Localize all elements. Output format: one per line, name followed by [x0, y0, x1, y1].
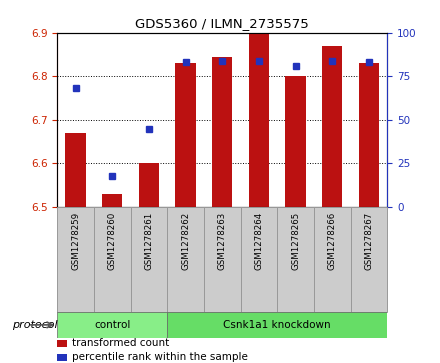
- Text: percentile rank within the sample: percentile rank within the sample: [72, 352, 248, 362]
- Bar: [57, 207, 94, 312]
- Bar: [102, 194, 122, 207]
- Bar: [212, 57, 232, 207]
- Text: GSM1278267: GSM1278267: [364, 212, 374, 270]
- Bar: [167, 312, 387, 338]
- Text: GSM1278259: GSM1278259: [71, 212, 80, 270]
- Bar: [57, 312, 167, 338]
- Bar: [139, 163, 159, 207]
- Bar: [94, 207, 131, 312]
- Text: GSM1278264: GSM1278264: [254, 212, 264, 270]
- Bar: [322, 46, 342, 207]
- Bar: [131, 207, 167, 312]
- Title: GDS5360 / ILMN_2735575: GDS5360 / ILMN_2735575: [136, 17, 309, 30]
- Text: GSM1278265: GSM1278265: [291, 212, 300, 270]
- Text: Csnk1a1 knockdown: Csnk1a1 knockdown: [224, 320, 331, 330]
- Bar: [249, 33, 269, 207]
- Text: GSM1278260: GSM1278260: [108, 212, 117, 270]
- Bar: [241, 207, 277, 312]
- Bar: [176, 63, 196, 207]
- Text: GSM1278266: GSM1278266: [328, 212, 337, 270]
- Text: GSM1278263: GSM1278263: [218, 212, 227, 270]
- Bar: [204, 207, 241, 312]
- Bar: [57, 354, 67, 361]
- Text: transformed count: transformed count: [72, 338, 169, 348]
- Bar: [359, 63, 379, 207]
- Bar: [286, 76, 306, 207]
- Bar: [167, 207, 204, 312]
- Bar: [351, 207, 387, 312]
- Bar: [314, 207, 351, 312]
- Text: protocol: protocol: [11, 320, 57, 330]
- Bar: [66, 133, 86, 207]
- Text: GSM1278262: GSM1278262: [181, 212, 190, 270]
- Text: control: control: [94, 320, 130, 330]
- Text: GSM1278261: GSM1278261: [144, 212, 154, 270]
- Bar: [57, 340, 67, 347]
- Bar: [277, 207, 314, 312]
